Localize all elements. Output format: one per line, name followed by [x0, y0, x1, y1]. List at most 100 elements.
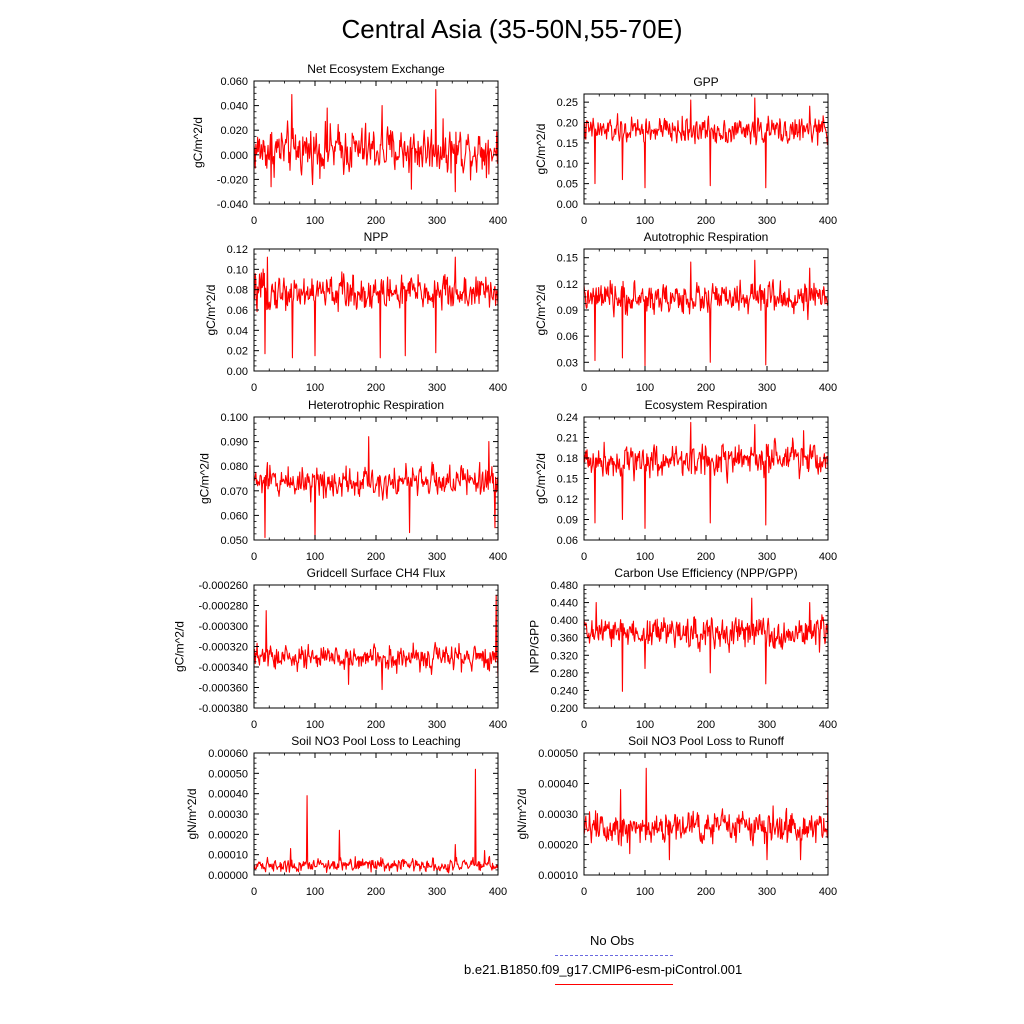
y-tick-label: 0.00 — [227, 366, 248, 378]
y-tick-label: 0.09 — [557, 515, 578, 527]
series-line-soil-no3-pool-loss-to-leaching — [253, 768, 499, 874]
y-tick-label: 0.240 — [550, 685, 578, 697]
y-tick-label: 0.00020 — [208, 829, 248, 841]
y-tick-label: 0.21 — [557, 433, 578, 445]
y-tick-label: 0.00050 — [538, 748, 578, 760]
y-tick-label: 0.060 — [220, 510, 248, 522]
y-tick-label: -0.000360 — [198, 683, 248, 695]
x-tick-label: 0 — [581, 719, 587, 731]
x-tick-label: 300 — [428, 719, 446, 731]
y-tick-label: -0.000340 — [198, 662, 248, 674]
x-tick-label: 400 — [819, 719, 837, 731]
x-tick-label: 300 — [758, 719, 776, 731]
series-line-gpp — [583, 97, 829, 189]
panel-net-ecosystem-exchange: 0 100 200 300 400 -0.040 -0.020 0.000 0.020 0.040… — [191, 62, 507, 227]
x-tick-label: 400 — [489, 719, 507, 731]
panel-title: Carbon Use Efficiency (NPP/GPP) — [614, 566, 797, 580]
x-tick-label: 400 — [489, 215, 507, 227]
x-tick-label: 300 — [758, 382, 776, 394]
x-tick-label: 200 — [697, 382, 715, 394]
figure-title: Central Asia (35-50N,55-70E) — [341, 14, 683, 44]
plot-frame — [583, 248, 829, 372]
y-tick-label: 0.00020 — [538, 840, 578, 852]
panel-autotrophic-respiration: 0 100 200 300 400 0.03 0.06 0.09 0.12 0.15 Autotro… — [534, 230, 837, 394]
y-tick-label: -0.040 — [217, 199, 248, 211]
series-line-carbon-use-efficiency-npp-gpp — [583, 597, 829, 692]
y-axis-label: gC/m^2/d — [534, 124, 548, 175]
y-tick-label: 0.200 — [550, 703, 578, 715]
y-tick-label: 0.18 — [557, 453, 578, 465]
x-tick-label: 400 — [819, 382, 837, 394]
y-tick-label: 0.020 — [220, 125, 248, 137]
series-line-heterotrophic-respiration — [253, 436, 499, 541]
y-tick-label: 0.12 — [557, 279, 578, 291]
y-tick-label: 0.00010 — [538, 870, 578, 882]
y-tick-label: 0.280 — [550, 668, 578, 680]
x-tick-label: 200 — [367, 886, 385, 898]
panel-gpp: 0 100 200 300 400 0.00 0.05 0.10 0.15 0.20 0.25 GPP… — [534, 75, 837, 227]
y-axis-label: gN/m^2/d — [185, 789, 199, 840]
y-tick-label: 0.060 — [220, 76, 248, 88]
panel-npp: 0 100 200 300 400 0.00 0.02 0.04 0.06 0.08 0.10 0.1… — [204, 230, 507, 394]
x-tick-label: 300 — [758, 215, 776, 227]
panel-soil-no3-pool-loss-to-runoff: 0 100 200 300 400 0.00010 0.00020 0.00030 0.0004… — [515, 734, 837, 898]
x-tick-label: 100 — [306, 215, 324, 227]
panel-title: Autotrophic Respiration — [644, 230, 769, 244]
x-tick-label: 200 — [697, 215, 715, 227]
y-tick-label: 0.09 — [557, 305, 578, 317]
y-tick-label: 0.00050 — [208, 768, 248, 780]
x-tick-label: 100 — [306, 719, 324, 731]
x-tick-label: 0 — [581, 215, 587, 227]
x-tick-label: 100 — [636, 551, 654, 563]
x-tick-label: 0 — [581, 551, 587, 563]
y-tick-label: -0.000380 — [198, 703, 248, 715]
x-tick-label: 0 — [251, 551, 257, 563]
x-tick-label: 300 — [428, 551, 446, 563]
series-line-soil-no3-pool-loss-to-runoff — [583, 767, 829, 861]
y-tick-label: -0.000300 — [198, 621, 248, 633]
x-tick-label: 200 — [697, 719, 715, 731]
series-line-autotrophic-respiration — [583, 259, 829, 367]
y-tick-label: 0.000 — [220, 150, 248, 162]
y-tick-label: -0.020 — [217, 174, 248, 186]
y-axis-label: gC/m^2/d — [534, 285, 548, 336]
x-tick-label: 200 — [367, 382, 385, 394]
series-line-net-ecosystem-exchange — [253, 89, 499, 193]
y-axis-label: gC/m^2/d — [534, 453, 548, 504]
panel-title: Gridcell Surface CH4 Flux — [307, 566, 446, 580]
x-tick-label: 300 — [428, 886, 446, 898]
y-axis-label: gC/m^2/d — [204, 285, 218, 336]
x-tick-label: 100 — [636, 215, 654, 227]
x-tick-label: 300 — [428, 382, 446, 394]
y-tick-label: 0.360 — [550, 633, 578, 645]
y-tick-label: 0.00030 — [538, 809, 578, 821]
y-axis-label: NPP/GPP — [528, 620, 542, 673]
series-line-ecosystem-respiration — [583, 421, 829, 529]
y-tick-label: 0.10 — [227, 264, 248, 276]
panel-title: Heterotrophic Respiration — [308, 398, 444, 412]
panel-title: Soil NO3 Pool Loss to Runoff — [628, 734, 785, 748]
y-tick-label: 0.00010 — [208, 850, 248, 862]
y-tick-label: 0.15 — [557, 138, 578, 150]
y-tick-label: 0.02 — [227, 346, 248, 358]
panel-title: Ecosystem Respiration — [645, 398, 768, 412]
y-tick-label: 0.06 — [557, 331, 578, 343]
x-tick-label: 0 — [251, 382, 257, 394]
x-tick-label: 100 — [306, 551, 324, 563]
x-tick-label: 200 — [367, 215, 385, 227]
y-tick-label: 0.12 — [227, 244, 248, 256]
plot-frame — [583, 416, 829, 541]
y-tick-label: 0.00 — [557, 199, 578, 211]
x-tick-label: 0 — [251, 719, 257, 731]
y-tick-label: 0.00040 — [538, 779, 578, 791]
y-tick-label: 0.24 — [557, 412, 578, 424]
x-tick-label: 300 — [428, 215, 446, 227]
plot-frame — [253, 248, 499, 372]
x-tick-label: 400 — [819, 551, 837, 563]
y-tick-label: 0.100 — [220, 412, 248, 424]
x-tick-label: 200 — [697, 551, 715, 563]
panel-soil-no3-pool-loss-to-leaching: 0 100 200 300 400 0.00000 0.00010 0.00020 0.0003… — [185, 734, 507, 898]
x-tick-label: 200 — [367, 719, 385, 731]
plot-frame — [253, 584, 499, 709]
x-tick-label: 100 — [636, 719, 654, 731]
